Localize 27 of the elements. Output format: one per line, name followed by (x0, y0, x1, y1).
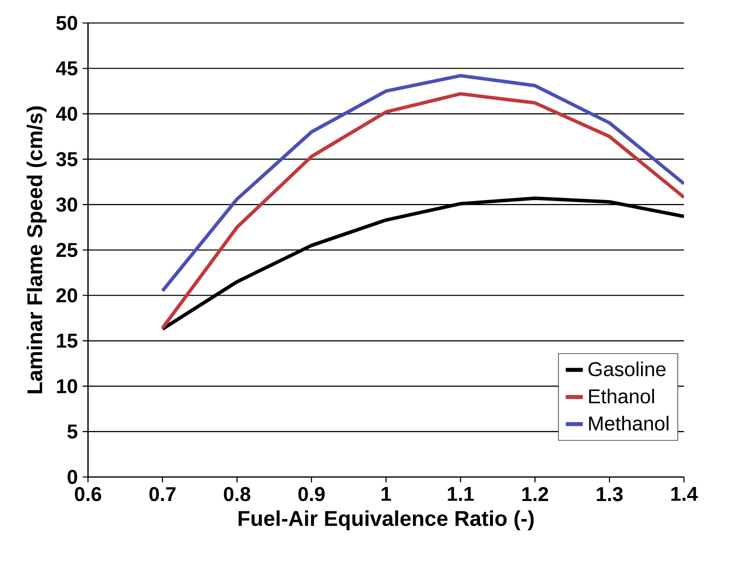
y-tick-label: 40 (56, 106, 78, 121)
x-tick-label: 1 (382, 487, 391, 501)
y-tick-label: 35 (56, 152, 78, 166)
x-tick-label: 0.8 (224, 487, 250, 502)
x-tick-label: 0.6 (74, 487, 102, 502)
line-series (160, 74, 684, 293)
y-tick-label: 5 (67, 424, 78, 439)
legend-label: Methanol (589, 416, 668, 431)
x-tick-label: 0.7 (149, 487, 176, 502)
y-tick-label: 0 (68, 470, 78, 484)
y-tick-label: 50 (56, 16, 78, 30)
y-tick-label: 10 (56, 379, 78, 394)
y-tick-label: 15 (56, 334, 78, 348)
y-tick-label: 45 (56, 61, 78, 76)
x-tick-label: 1.2 (522, 487, 548, 501)
legend-label: Gasoline (588, 362, 666, 376)
x-tick-label: 1.4 (671, 487, 698, 501)
line-series (160, 92, 684, 330)
y-tick-label: 25 (56, 242, 78, 258)
y-tick-label: 30 (56, 197, 78, 212)
x-tick-label: 1.3 (596, 487, 623, 502)
x-axis-title: Fuel-Air Equivalence Ratio (-) (238, 510, 534, 530)
x-tick-label: 1.1 (448, 487, 474, 501)
y-axis-title: Laminar Flame Speed (cm/s) (26, 106, 47, 394)
legend-label: Ethanol (589, 388, 654, 404)
y-tick-label: 20 (56, 288, 78, 302)
x-tick-label: 0.9 (298, 487, 325, 502)
